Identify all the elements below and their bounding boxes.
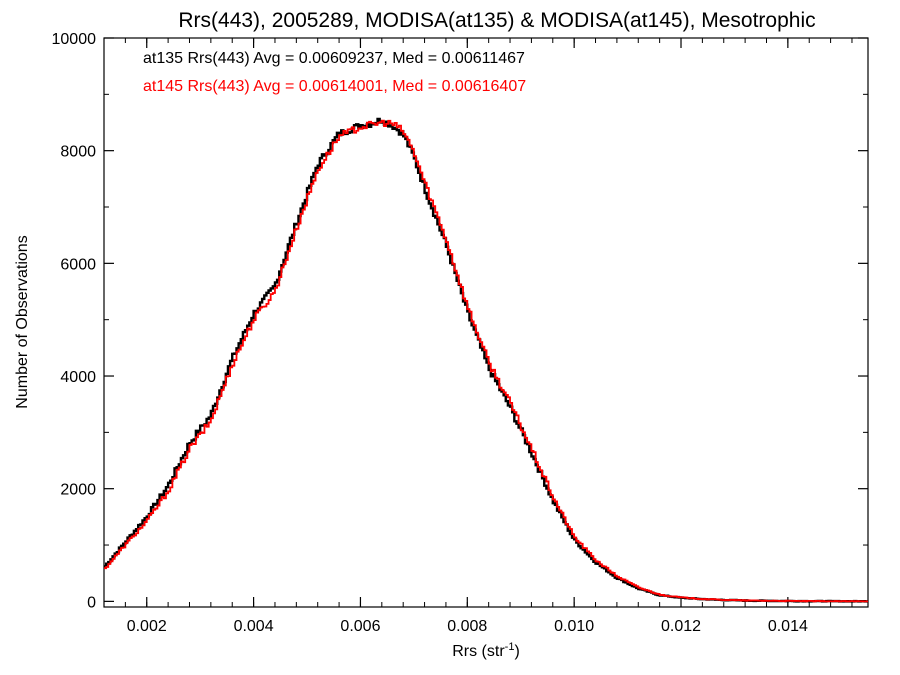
- x-axis: 0.002 0.004 0.006 0.008 0.010 0.012 0.014: [103, 38, 853, 635]
- y-tick-label: 2000: [60, 482, 96, 499]
- y-tick-label: 8000: [60, 144, 96, 161]
- plot-frame: [103, 37, 869, 608]
- y-axis: 0 2000 4000 6000 8000 10000: [52, 31, 868, 611]
- histogram-series-1: [104, 117, 868, 603]
- x-tick-label: 0.014: [768, 618, 808, 635]
- legend-entry: at145 Rrs(443) Avg = 0.00614001, Med = 0…: [143, 78, 526, 95]
- x-tick-label: 0.006: [340, 618, 380, 635]
- y-axis-label: Number of Observations: [14, 235, 31, 408]
- x-tick-label: 0.012: [661, 618, 701, 635]
- x-tick-label: 0.008: [447, 618, 487, 635]
- histogram-series-2: [104, 119, 868, 603]
- chart-title: Rrs(443), 2005289, MODISA(at135) & MODIS…: [178, 9, 815, 32]
- y-tick-label: 4000: [60, 369, 96, 386]
- x-tick-label: 0.002: [127, 618, 167, 635]
- x-tick-label: 0.010: [554, 618, 594, 635]
- legend: at135 Rrs(443) Avg = 0.00609237, Med = 0…: [143, 50, 526, 95]
- legend-entry: at135 Rrs(443) Avg = 0.00609237, Med = 0…: [143, 50, 525, 67]
- x-axis-label: Rrs (str-1): [452, 641, 520, 660]
- y-tick-label: 0: [87, 594, 96, 611]
- plot-area: [104, 117, 868, 603]
- x-tick-label: 0.004: [234, 618, 274, 635]
- y-tick-label: 10000: [52, 31, 97, 48]
- y-tick-label: 6000: [60, 256, 96, 273]
